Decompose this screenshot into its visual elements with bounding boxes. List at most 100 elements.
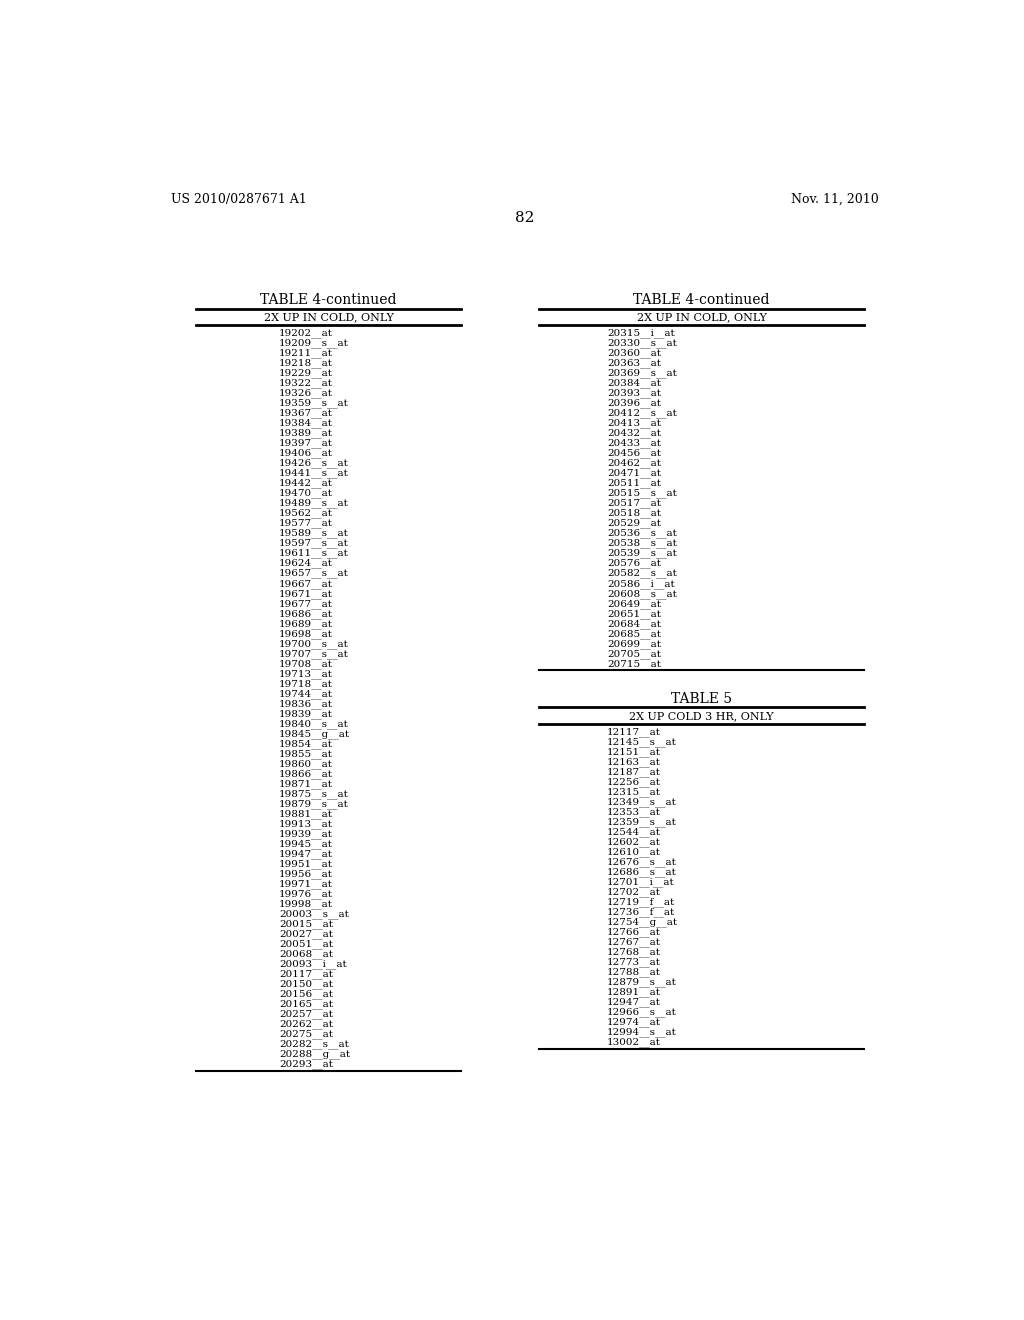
Text: 20511__at: 20511__at [607, 479, 660, 488]
Text: 20715__at: 20715__at [607, 659, 660, 669]
Text: 20282__s__at: 20282__s__at [280, 1039, 349, 1049]
Text: TABLE 5: TABLE 5 [671, 692, 732, 706]
Text: 20360__at: 20360__at [607, 348, 660, 358]
Text: 12686__s__at: 12686__s__at [607, 867, 677, 878]
Text: 12610__at: 12610__at [607, 847, 660, 857]
Text: 12891__at: 12891__at [607, 987, 660, 998]
Text: 20027__at: 20027__at [280, 929, 333, 939]
Text: 20586__i__at: 20586__i__at [607, 578, 675, 589]
Text: 19866__at: 19866__at [280, 770, 333, 779]
Text: 12256__at: 12256__at [607, 777, 660, 787]
Text: 12353__at: 12353__at [607, 808, 660, 817]
Text: 19441__s__at: 19441__s__at [280, 469, 349, 478]
Text: 20649__at: 20649__at [607, 599, 660, 609]
Text: 20396__at: 20396__at [607, 399, 660, 408]
Text: 19359__s__at: 19359__s__at [280, 399, 349, 408]
Text: 20156__at: 20156__at [280, 989, 333, 999]
Text: 20576__at: 20576__at [607, 558, 660, 569]
Text: 12151__at: 12151__at [607, 747, 660, 758]
Text: 12947__at: 12947__at [607, 998, 660, 1007]
Text: 20165__at: 20165__at [280, 999, 333, 1008]
Text: 19860__at: 19860__at [280, 759, 333, 768]
Text: 20432__at: 20432__at [607, 429, 660, 438]
Text: 19211__at: 19211__at [280, 348, 333, 358]
Text: 19840__s__at: 19840__s__at [280, 719, 349, 729]
Text: 19389__at: 19389__at [280, 429, 333, 438]
Text: 20456__at: 20456__at [607, 449, 660, 458]
Text: 19947__at: 19947__at [280, 849, 333, 859]
Text: 19945__at: 19945__at [280, 840, 333, 849]
Text: 12879__s__at: 12879__s__at [607, 978, 677, 987]
Text: 20003__s__at: 20003__s__at [280, 909, 349, 919]
Text: 12701__i__at: 12701__i__at [607, 878, 675, 887]
Text: 19718__at: 19718__at [280, 678, 333, 689]
Text: 19611__s__at: 19611__s__at [280, 549, 349, 558]
Text: 12773__at: 12773__at [607, 958, 660, 968]
Text: 12719__f__at: 12719__f__at [607, 898, 675, 907]
Text: 19879__s__at: 19879__s__at [280, 799, 349, 809]
Text: 20433__at: 20433__at [607, 438, 660, 449]
Text: 20517__at: 20517__at [607, 499, 660, 508]
Text: 12736__f__at: 12736__f__at [607, 908, 675, 917]
Text: 20068__at: 20068__at [280, 949, 333, 958]
Text: 20275__at: 20275__at [280, 1030, 333, 1039]
Text: TABLE 4-continued: TABLE 4-continued [633, 293, 770, 308]
Text: 20582__s__at: 20582__s__at [607, 569, 677, 578]
Text: 19667__at: 19667__at [280, 578, 333, 589]
Text: 19426__s__at: 19426__s__at [280, 459, 349, 469]
Text: 19322__at: 19322__at [280, 379, 333, 388]
Text: 20651__at: 20651__at [607, 609, 660, 619]
Text: 12187__at: 12187__at [607, 767, 660, 777]
Text: 19677__at: 19677__at [280, 599, 333, 609]
Text: 12702__at: 12702__at [607, 887, 660, 898]
Text: 20051__at: 20051__at [280, 940, 333, 949]
Text: 20384__at: 20384__at [607, 379, 660, 388]
Text: 19939__at: 19939__at [280, 829, 333, 838]
Text: 20684__at: 20684__at [607, 619, 660, 628]
Text: 19229__at: 19229__at [280, 368, 333, 379]
Text: 20529__at: 20529__at [607, 519, 660, 528]
Text: 20293__at: 20293__at [280, 1059, 333, 1069]
Text: 20150__at: 20150__at [280, 979, 333, 989]
Text: 19708__at: 19708__at [280, 659, 333, 669]
Text: 19871__at: 19871__at [280, 779, 333, 789]
Text: 19218__at: 19218__at [280, 359, 333, 368]
Text: 2X UP IN COLD, ONLY: 2X UP IN COLD, ONLY [637, 313, 766, 322]
Text: 20257__at: 20257__at [280, 1010, 333, 1019]
Text: 2X UP IN COLD, ONLY: 2X UP IN COLD, ONLY [264, 313, 393, 322]
Text: 19839__at: 19839__at [280, 709, 333, 718]
Text: 12974__at: 12974__at [607, 1018, 660, 1027]
Text: 19998__at: 19998__at [280, 899, 333, 909]
Text: 19951__at: 19951__at [280, 859, 333, 869]
Text: 12768__at: 12768__at [607, 948, 660, 957]
Text: 12315__at: 12315__at [607, 788, 660, 797]
Text: 12994__s__at: 12994__s__at [607, 1028, 677, 1038]
Text: 12544__at: 12544__at [607, 828, 660, 837]
Text: 20413__at: 20413__at [607, 418, 660, 429]
Text: 20117__at: 20117__at [280, 969, 333, 979]
Text: 19597__s__at: 19597__s__at [280, 539, 349, 549]
Text: 20471__at: 20471__at [607, 469, 660, 478]
Text: 19209__s__at: 19209__s__at [280, 339, 349, 348]
Text: 20462__at: 20462__at [607, 459, 660, 469]
Text: 20538__s__at: 20538__s__at [607, 539, 677, 549]
Text: 19881__at: 19881__at [280, 809, 333, 818]
Text: 19854__at: 19854__at [280, 739, 333, 748]
Text: 20536__s__at: 20536__s__at [607, 529, 677, 539]
Text: 12359__s__at: 12359__s__at [607, 817, 677, 828]
Text: 19707__s__at: 19707__s__at [280, 649, 349, 659]
Text: 12145__s__at: 12145__s__at [607, 738, 677, 747]
Text: 19913__at: 19913__at [280, 818, 333, 829]
Text: US 2010/0287671 A1: US 2010/0287671 A1 [171, 193, 306, 206]
Text: 12676__s__at: 12676__s__at [607, 858, 677, 867]
Text: 12754__g__at: 12754__g__at [607, 917, 678, 928]
Text: 19698__at: 19698__at [280, 628, 333, 639]
Text: 19971__at: 19971__at [280, 879, 333, 888]
Text: 20363__at: 20363__at [607, 359, 660, 368]
Text: 19700__s__at: 19700__s__at [280, 639, 349, 648]
Text: 12966__s__at: 12966__s__at [607, 1007, 677, 1018]
Text: 19956__at: 19956__at [280, 869, 333, 879]
Text: 20393__at: 20393__at [607, 388, 660, 399]
Text: 20093__i__at: 20093__i__at [280, 960, 347, 969]
Text: 20315__i__at: 20315__i__at [607, 329, 675, 338]
